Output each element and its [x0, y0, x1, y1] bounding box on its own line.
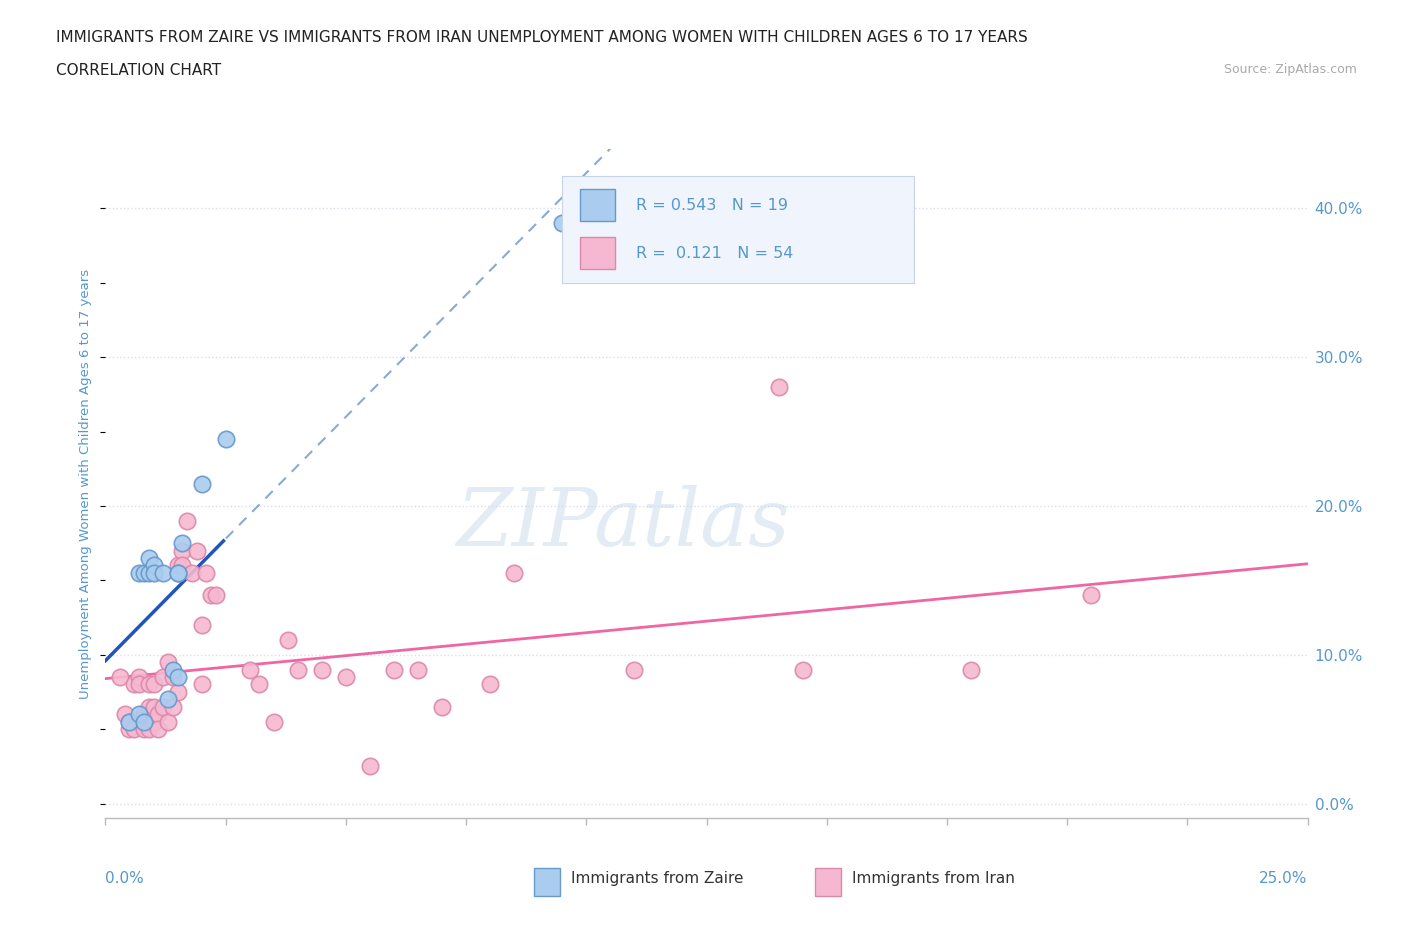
Text: Source: ZipAtlas.com: Source: ZipAtlas.com — [1223, 63, 1357, 76]
Point — [156, 714, 179, 729]
Point — [128, 707, 150, 722]
Point — [118, 714, 141, 729]
Point — [1080, 588, 1102, 603]
Point — [132, 565, 155, 580]
Point — [263, 714, 285, 729]
Point — [138, 551, 160, 565]
Point — [166, 558, 188, 573]
Point — [200, 588, 222, 603]
Point — [138, 699, 160, 714]
Point — [382, 662, 405, 677]
Point — [142, 714, 165, 729]
Point — [214, 432, 236, 446]
Text: CORRELATION CHART: CORRELATION CHART — [56, 63, 221, 78]
Point — [186, 543, 208, 558]
Point — [142, 565, 165, 580]
Point — [128, 565, 150, 580]
Text: Immigrants from Zaire: Immigrants from Zaire — [571, 871, 744, 886]
Point — [162, 670, 184, 684]
Point — [195, 565, 218, 580]
Point — [152, 565, 174, 580]
Point — [162, 699, 184, 714]
Point — [335, 670, 357, 684]
Point — [148, 722, 170, 737]
Point — [176, 513, 198, 528]
Point — [166, 565, 188, 580]
Point — [172, 543, 194, 558]
Text: Immigrants from Iran: Immigrants from Iran — [852, 871, 1015, 886]
Point — [124, 677, 146, 692]
Point — [311, 662, 333, 677]
Point — [118, 722, 141, 737]
Point — [142, 699, 165, 714]
Text: 0.0%: 0.0% — [105, 871, 145, 886]
Point — [142, 677, 165, 692]
Point — [108, 670, 131, 684]
Text: R =  0.121   N = 54: R = 0.121 N = 54 — [636, 246, 793, 260]
Point — [162, 662, 184, 677]
Point — [142, 558, 165, 573]
Point — [128, 677, 150, 692]
Point — [132, 714, 155, 729]
Point — [792, 662, 814, 677]
Point — [768, 379, 790, 394]
Point — [132, 707, 155, 722]
Point — [138, 565, 160, 580]
Point — [138, 677, 160, 692]
Point — [138, 722, 160, 737]
Point — [152, 699, 174, 714]
Point — [287, 662, 309, 677]
Bar — [579, 237, 614, 269]
Point — [406, 662, 429, 677]
Point — [156, 655, 179, 670]
Text: ZIPatlas: ZIPatlas — [456, 485, 789, 563]
Point — [190, 618, 212, 632]
Text: IMMIGRANTS FROM ZAIRE VS IMMIGRANTS FROM IRAN UNEMPLOYMENT AMONG WOMEN WITH CHIL: IMMIGRANTS FROM ZAIRE VS IMMIGRANTS FROM… — [56, 30, 1028, 45]
Point — [181, 565, 204, 580]
Point — [156, 692, 179, 707]
Point — [172, 536, 194, 551]
Point — [118, 714, 141, 729]
Point — [960, 662, 983, 677]
Point — [190, 476, 212, 491]
Point — [148, 707, 170, 722]
Point — [190, 677, 212, 692]
Point — [430, 699, 453, 714]
Point — [114, 707, 136, 722]
Y-axis label: Unemployment Among Women with Children Ages 6 to 17 years: Unemployment Among Women with Children A… — [79, 269, 93, 698]
Point — [166, 670, 188, 684]
Point — [623, 662, 645, 677]
Point — [359, 759, 381, 774]
Point — [166, 684, 188, 699]
Point — [247, 677, 270, 692]
Point — [152, 670, 174, 684]
Point — [128, 670, 150, 684]
Point — [503, 565, 526, 580]
Bar — [579, 189, 614, 220]
Point — [479, 677, 502, 692]
Point — [205, 588, 228, 603]
Text: R = 0.543   N = 19: R = 0.543 N = 19 — [636, 198, 789, 213]
Point — [172, 558, 194, 573]
Point — [132, 722, 155, 737]
Point — [166, 565, 188, 580]
Text: 25.0%: 25.0% — [1260, 871, 1308, 886]
Point — [124, 722, 146, 737]
Point — [277, 632, 299, 647]
Point — [239, 662, 262, 677]
Point — [551, 216, 574, 231]
